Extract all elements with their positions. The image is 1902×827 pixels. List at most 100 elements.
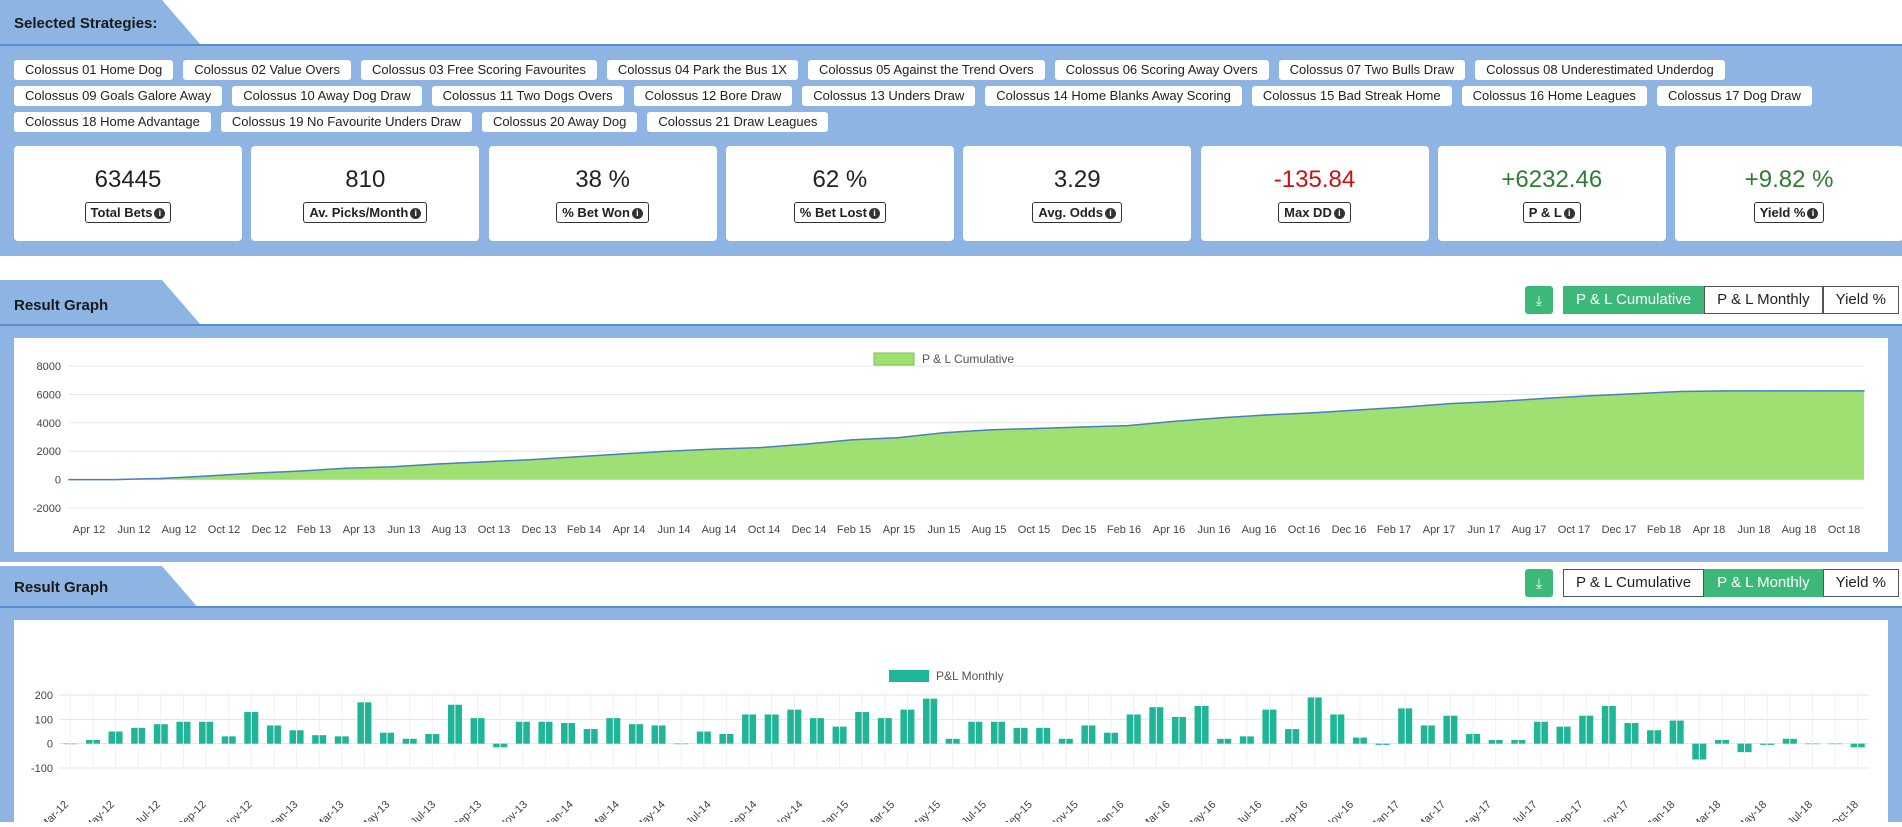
strategy-chip[interactable]: Colossus 18 Home Advantage: [14, 112, 211, 132]
data-point: [482, 461, 485, 463]
data-point: [528, 458, 531, 461]
data-point: [1771, 390, 1773, 392]
x-tick-label: Oct 14: [748, 524, 780, 536]
y-tick-label: 200: [35, 690, 53, 702]
info-icon[interactable]: i: [1807, 208, 1819, 220]
strategy-chip[interactable]: Colossus 06 Scoring Away Overs: [1054, 60, 1269, 80]
x-tick-label: Oct 18: [1828, 524, 1860, 536]
toggle-p-l-cumulative[interactable]: P & L Cumulative: [1563, 569, 1705, 597]
stat-label-text: Max DD: [1284, 205, 1332, 220]
x-tick-label: Nov-15: [1047, 799, 1081, 822]
strategy-chip[interactable]: Colossus 04 Park the Bus 1X: [606, 60, 798, 80]
data-point: [1034, 427, 1037, 430]
x-tick-label: Aug 16: [1242, 524, 1277, 536]
x-tick-label: Jun 16: [1197, 524, 1230, 536]
data-point: [114, 478, 116, 481]
x-tick-label: Sep-15: [1001, 799, 1035, 822]
stat-label[interactable]: Av. Picks/Month i: [303, 202, 428, 223]
data-point: [1218, 417, 1221, 419]
info-icon[interactable]: i: [1563, 208, 1575, 220]
stat-label[interactable]: % Bet Won i: [556, 202, 649, 223]
monthly-chart-svg: P&L Monthly 200 100 0 -100 Mar-12 May-12 Jul-12…: [31, 669, 1869, 827]
strategy-chip[interactable]: Colossus 08 Underestimated Underdog: [1475, 60, 1725, 80]
x-tick-label: Aug 17: [1512, 524, 1547, 536]
x-tick-label: Oct 16: [1288, 524, 1320, 536]
info-icon[interactable]: i: [1104, 208, 1116, 220]
x-tick-label: Nov-16: [1323, 799, 1357, 822]
info-icon[interactable]: i: [154, 208, 166, 220]
stat-label-text: % Bet Lost: [799, 205, 867, 220]
strategy-chip[interactable]: Colossus 11 Two Dogs Overs: [431, 86, 624, 106]
y-tick-label: 8000: [37, 361, 61, 373]
stat-label[interactable]: % Bet Lost i: [793, 202, 886, 223]
x-tick-label: Dec 16: [1332, 524, 1367, 536]
data-point: [1448, 402, 1451, 405]
x-tick-label: Dec 12: [252, 524, 287, 536]
strategy-chip[interactable]: Colossus 05 Against the Trend Overs: [807, 60, 1045, 80]
graph1-toggle-group: ⤓ P & L Cumulative P & L Monthly Yield %: [1525, 286, 1899, 314]
stat-card: 3.29 Avg. Odds i: [963, 146, 1192, 241]
strategy-list: Colossus 01 Home Dog Colossus 02 Value Ov…: [14, 60, 1894, 138]
stat-label[interactable]: Total Bets i: [84, 202, 172, 223]
data-point: [896, 436, 899, 439]
data-point: [1126, 424, 1129, 427]
info-icon[interactable]: i: [868, 208, 880, 220]
strategy-chip[interactable]: Colossus 02 Value Overs: [183, 60, 352, 80]
x-tick-label: Sep-17: [1552, 799, 1586, 822]
data-point: [252, 472, 254, 475]
toggle-yield-%[interactable]: Yield %: [1822, 569, 1899, 597]
data-point: [574, 456, 577, 458]
download-icon[interactable]: ⤓: [1525, 569, 1553, 597]
strategy-chip[interactable]: Colossus 15 Bad Streak Home: [1251, 86, 1452, 106]
toggle-p-l-monthly[interactable]: P & L Monthly: [1704, 286, 1823, 314]
info-icon[interactable]: i: [1333, 208, 1345, 220]
area-fill: [69, 390, 1864, 480]
strategy-chip[interactable]: Colossus 10 Away Dog Draw: [232, 86, 422, 106]
data-point: [68, 478, 70, 481]
y-tick-label: 4000: [37, 418, 61, 430]
x-tick-label: Apr 16: [1153, 524, 1185, 536]
stat-value: +9.82 %: [1744, 166, 1834, 193]
stat-value: 3.29: [1053, 166, 1101, 193]
data-point: [1310, 412, 1313, 414]
strategy-chip[interactable]: Colossus 07 Two Bulls Draw: [1278, 60, 1466, 80]
strategy-chip[interactable]: Colossus 14 Home Blanks Away Scoring: [985, 86, 1242, 106]
result-graph-title-2: Result Graph: [14, 579, 109, 596]
data-point: [1356, 409, 1359, 411]
info-icon[interactable]: i: [410, 208, 422, 220]
data-point: [1541, 397, 1543, 400]
strategy-chip[interactable]: Colossus 03 Free Scoring Favourites: [361, 60, 597, 80]
stat-value: 62 %: [812, 166, 868, 193]
toggle-p-l-monthly[interactable]: P & L Monthly: [1704, 569, 1823, 597]
strategy-chip[interactable]: Colossus 12 Bore Draw: [633, 86, 793, 106]
x-tick-label: Aug 14: [702, 524, 737, 536]
legend-label: P & L Cumulative: [922, 352, 1014, 366]
strategy-chip[interactable]: Colossus 13 Unders Draw: [802, 86, 976, 106]
stat-value: 810: [345, 166, 386, 193]
info-icon[interactable]: i: [631, 208, 643, 220]
stat-label[interactable]: Yield % i: [1753, 202, 1825, 223]
toggle-p-l-cumulative[interactable]: P & L Cumulative: [1563, 286, 1705, 314]
stat-label[interactable]: Max DD i: [1278, 202, 1351, 223]
strategy-chip[interactable]: Colossus 01 Home Dog: [14, 60, 174, 80]
x-tick-label: Mar-18: [1690, 799, 1723, 822]
strategy-chip[interactable]: Colossus 17 Dog Draw: [1656, 86, 1812, 106]
strategy-chip[interactable]: Colossus 21 Draw Leagues: [647, 112, 829, 132]
result-graph-title-1: Result Graph: [14, 297, 109, 314]
strategy-chip[interactable]: Colossus 09 Goals Galore Away: [14, 86, 223, 106]
stat-label-text: Avg. Odds: [1038, 205, 1103, 220]
stat-label[interactable]: Avg. Odds i: [1032, 202, 1122, 223]
data-point: [160, 477, 162, 480]
download-icon[interactable]: ⤓: [1525, 286, 1553, 314]
x-tick-label: Dec 17: [1602, 524, 1637, 536]
data-point: [298, 470, 300, 472]
strategy-chip[interactable]: Colossus 16 Home Leagues: [1461, 86, 1647, 106]
strategy-chip[interactable]: Colossus 20 Away Dog: [481, 112, 638, 132]
y-tick-label: 0: [55, 475, 61, 487]
x-tick-label: Jan-16: [1094, 799, 1126, 822]
toggle-yield-%[interactable]: Yield %: [1822, 286, 1899, 314]
data-point: [620, 453, 623, 455]
x-tick-label: Jul-13: [409, 799, 439, 822]
strategy-chip[interactable]: Colossus 19 No Favourite Unders Draw: [220, 112, 472, 132]
